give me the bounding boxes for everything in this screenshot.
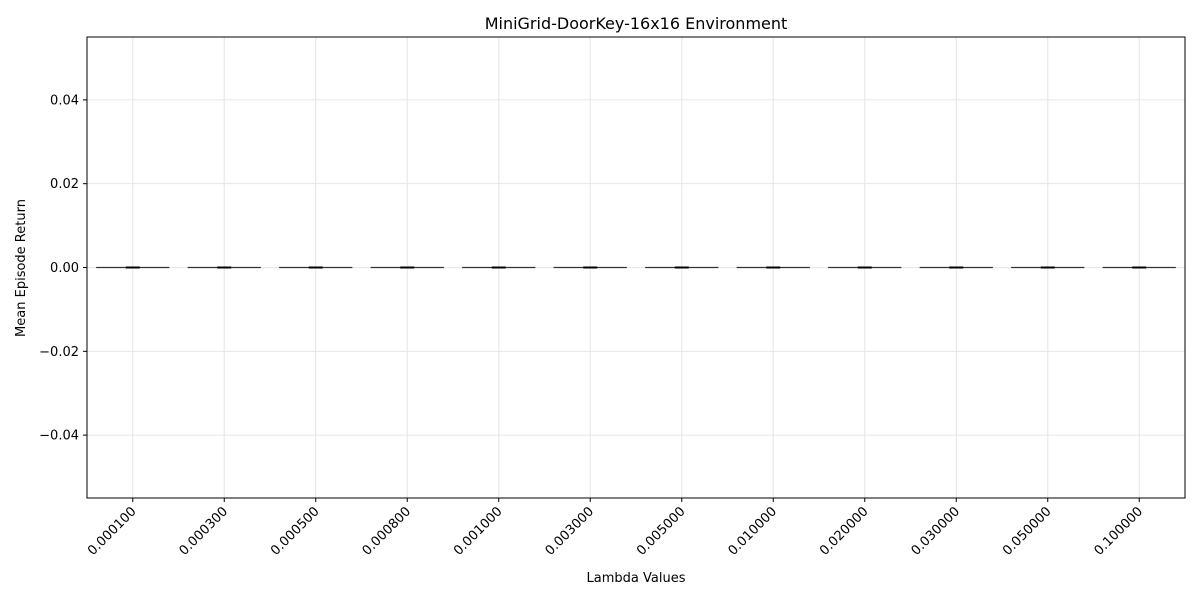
y-ticks: −0.04 −0.02 0.00 0.02 0.04 [39,93,87,444]
x-axis-label: Lambda Values [587,571,686,586]
y-tick-label: 0.00 [50,261,79,276]
x-tick-label: 0.000100 [85,504,139,558]
x-tick-label: 0.100000 [1092,504,1146,558]
x-tick-label: 0.050000 [1000,504,1054,558]
x-tick-label: 0.000300 [177,504,231,558]
chart-title: MiniGrid-DoorKey-16x16 Environment [485,14,788,33]
x-ticks: 0.000100 0.000300 0.000500 0.000800 0.001000… [85,498,1146,559]
x-tick-label: 0.030000 [909,504,963,558]
x-tick-label: 0.003000 [543,504,597,558]
y-tick-label: −0.04 [39,429,79,444]
x-tick-label: 0.020000 [817,504,871,558]
x-tick-label: 0.000800 [360,504,414,558]
y-tick-label: −0.02 [39,345,79,360]
y-tick-label: 0.04 [50,93,79,108]
y-axis-label: Mean Episode Return [14,199,29,337]
y-tick-label: 0.02 [50,177,79,192]
x-tick-label: 0.000500 [268,504,322,558]
x-tick-label: 0.001000 [451,504,505,558]
x-tick-label: 0.005000 [634,504,688,558]
x-tick-label: 0.010000 [726,504,780,558]
